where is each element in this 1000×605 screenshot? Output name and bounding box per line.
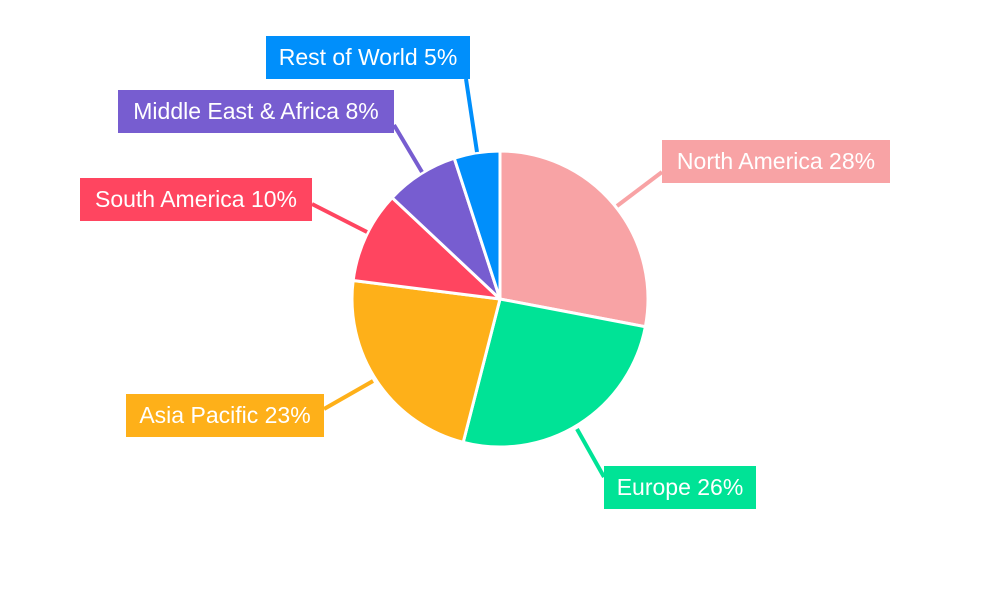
- slice-north-america[interactable]: [498, 149, 650, 329]
- leader-line-europe: [575, 428, 606, 478]
- leader-line-asia-pacific: [323, 379, 374, 411]
- label-box: [604, 466, 756, 509]
- label-text: North America 28%: [677, 148, 875, 174]
- leader-line-rest-of-world: [464, 78, 479, 153]
- data-label-south-america: South America 10%: [80, 178, 312, 221]
- label-box: [118, 90, 394, 133]
- data-label-rest-of-world: Rest of World 5%: [266, 36, 470, 79]
- label-text: Middle East & Africa 8%: [133, 98, 378, 124]
- label-box: [80, 178, 312, 221]
- label-text: South America 10%: [95, 186, 297, 212]
- slice-asia-pacific[interactable]: [350, 278, 502, 444]
- leader-line-north-america: [615, 170, 664, 208]
- data-label-middle-east-africa: Middle East & Africa 8%: [118, 90, 394, 133]
- label-text: Rest of World 5%: [279, 44, 458, 70]
- label-box: [662, 140, 890, 183]
- label-text: Europe 26%: [617, 474, 744, 500]
- label-box: [126, 394, 324, 437]
- data-label-north-america: North America 28%: [662, 140, 890, 183]
- slice-rest-of-world[interactable]: [452, 149, 502, 301]
- label-box: [266, 36, 470, 79]
- data-label-asia-pacific: Asia Pacific 23%: [126, 394, 324, 437]
- slice-south-america[interactable]: [351, 196, 502, 301]
- leader-line-south-america: [311, 202, 368, 234]
- slice-europe[interactable]: [461, 297, 647, 449]
- label-text: Asia Pacific 23%: [139, 402, 310, 428]
- leader-line-middle-east-africa: [392, 123, 424, 174]
- data-label-europe: Europe 26%: [604, 466, 756, 509]
